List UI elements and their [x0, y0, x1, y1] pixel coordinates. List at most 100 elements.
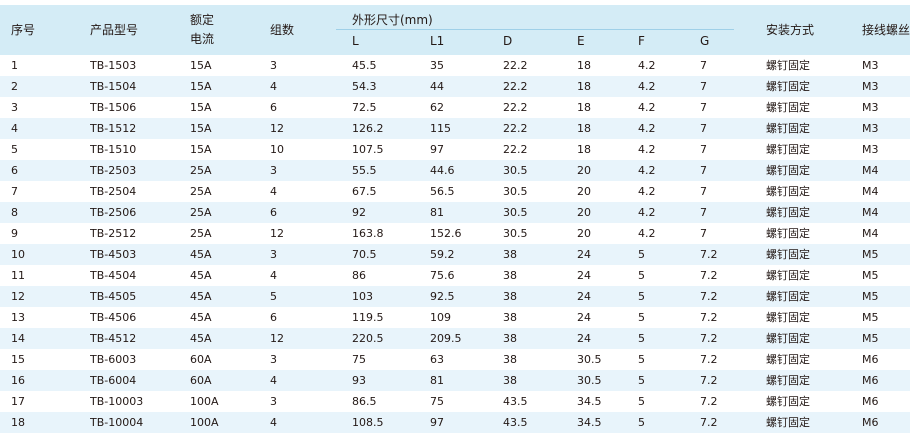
cell-dim-f: 5 — [638, 370, 700, 391]
cell-dim-d: 38 — [503, 311, 517, 324]
cell-dim-l: 163.8 — [352, 227, 384, 240]
cell-dim-f: 5 — [638, 311, 645, 324]
header-rated-line1: 额定 — [190, 13, 215, 27]
cell-dim-l: 54.3 — [352, 76, 430, 97]
cell-model: TB-1504 — [90, 76, 190, 97]
cell-install-method: 螺钉固定 — [766, 395, 810, 408]
cell-install-method: 螺钉固定 — [766, 59, 810, 72]
cell-terminal-screw: M4 — [862, 227, 879, 240]
cell-dim-g: 7.2 — [700, 412, 766, 433]
cell-dim-g: 7.2 — [700, 395, 718, 408]
cell-terminal-screw: M3 — [862, 101, 879, 114]
cell-dim-l: 55.5 — [352, 160, 430, 181]
table-row: 15 TB-6003 60A 3 75 63 38 30.5 5 7.2 螺钉固定 M6 — [0, 349, 910, 370]
cell-dim-e: 30.5 — [577, 370, 638, 391]
cell-seq: 15 — [11, 353, 25, 366]
cell-dim-f: 4.2 — [638, 160, 700, 181]
cell-dim-f: 4.2 — [638, 185, 656, 198]
cell-rated-current: 25A — [190, 202, 270, 223]
cell-model: TB-2512 — [90, 227, 137, 240]
cell-install-method: 螺钉固定 — [766, 328, 862, 349]
table-row: 8 TB-2506 25A 6 92 81 30.5 20 4.2 7 螺钉固定 M4 — [0, 202, 910, 223]
cell-dim-g: 7.2 — [700, 328, 766, 349]
cell-dim-e: 20 — [577, 227, 591, 240]
cell-dim-d: 22.2 — [503, 118, 577, 139]
table-row: 9 TB-2512 25A 12 163.8 152.6 30.5 20 4.2 7 螺钉固定 M4 — [0, 223, 910, 244]
cell-dim-g: 7 — [700, 118, 766, 139]
cell-dim-d: 38 — [503, 370, 577, 391]
cell-groups: 6 — [270, 101, 277, 114]
cell-model: TB-1506 — [90, 101, 137, 114]
cell-install-method: 螺钉固定 — [766, 353, 810, 366]
cell-terminal-screw: M6 — [862, 353, 879, 366]
cell-dim-l1: 109 — [430, 311, 451, 324]
cell-rated-current: 15A — [190, 143, 212, 156]
cell-dim-d: 22.2 — [503, 59, 528, 72]
cell-seq: 11 — [11, 269, 25, 282]
cell-rated-current: 60A — [190, 370, 270, 391]
cell-dim-g: 7.2 — [700, 370, 766, 391]
cell-groups: 3 — [270, 353, 277, 366]
cell-model: TB-4505 — [90, 286, 190, 307]
cell-dim-d: 43.5 — [503, 395, 528, 408]
cell-seq: 13 — [11, 311, 25, 324]
cell-model: TB-1510 — [90, 143, 137, 156]
cell-dim-l: 86 — [352, 269, 366, 282]
cell-model: TB-4506 — [90, 311, 137, 324]
cell-terminal-screw: M5 — [862, 286, 910, 307]
cell-model: TB-1503 — [90, 59, 137, 72]
cell-model: TB-6004 — [90, 370, 190, 391]
table-row: 18 TB-10004 100A 4 108.5 97 43.5 34.5 5 7.2 螺钉固定 M6 — [0, 412, 910, 433]
cell-rated-current: 45A — [190, 244, 270, 265]
cell-dim-f: 4.2 — [638, 227, 656, 240]
table-row: 3 TB-1506 15A 6 72.5 62 22.2 18 4.2 7 螺钉固定 M3 — [0, 97, 910, 118]
cell-groups: 12 — [270, 227, 284, 240]
header-dim-e: E — [577, 34, 585, 48]
cell-dim-d: 30.5 — [503, 185, 528, 198]
cell-rated-current: 25A — [190, 227, 212, 240]
cell-groups: 12 — [270, 118, 352, 139]
header-rated-line2: 电流 — [190, 32, 215, 46]
cell-groups: 12 — [270, 328, 352, 349]
cell-dim-e: 34.5 — [577, 395, 602, 408]
cell-dim-l1: 97 — [430, 143, 444, 156]
spec-table: 1 TB-1503 15A 3 45.5 35 22.2 18 4.2 7 螺钉固定 M3 2 TB-15… — [0, 55, 910, 433]
cell-model: TB-6003 — [90, 353, 137, 366]
cell-dim-l1: 44 — [430, 76, 503, 97]
cell-dim-l1: 97 — [430, 412, 503, 433]
cell-dim-d: 30.5 — [503, 202, 577, 223]
cell-groups: 4 — [270, 370, 352, 391]
cell-dim-e: 24 — [577, 328, 638, 349]
cell-dim-f: 4.2 — [638, 101, 656, 114]
cell-dim-e: 30.5 — [577, 353, 602, 366]
cell-rated-current: 15A — [190, 101, 212, 114]
cell-dim-g: 7 — [700, 143, 707, 156]
header-dims-title: 外形尺寸(mm) — [352, 13, 433, 27]
cell-dim-d: 38 — [503, 244, 577, 265]
cell-dim-g: 7 — [700, 202, 766, 223]
cell-install-method: 螺钉固定 — [766, 143, 810, 156]
table-row: 5 TB-1510 15A 10 107.5 97 22.2 18 4.2 7 螺钉固定 M3 — [0, 139, 910, 160]
cell-dim-d: 38 — [503, 328, 577, 349]
cell-dim-g: 7 — [700, 185, 707, 198]
cell-seq: 3 — [11, 101, 18, 114]
cell-dim-l1: 81 — [430, 370, 503, 391]
cell-dim-g: 7 — [700, 76, 766, 97]
cell-terminal-screw: M5 — [862, 269, 879, 282]
cell-dim-e: 24 — [577, 311, 591, 324]
cell-dim-f: 5 — [638, 286, 700, 307]
header-dim-g: G — [700, 34, 710, 48]
cell-terminal-screw: M5 — [862, 311, 879, 324]
header-model: 产品型号 — [90, 23, 139, 37]
table-row: 16 TB-6004 60A 4 93 81 38 30.5 5 7.2 螺钉固定 M6 — [0, 370, 910, 391]
cell-rated-current: 45A — [190, 269, 212, 282]
cell-dim-l: 92 — [352, 202, 430, 223]
cell-model: TB-10004 — [90, 412, 190, 433]
header-dim-l: L — [352, 34, 359, 48]
cell-terminal-screw: M3 — [862, 118, 910, 139]
cell-seq: 14 — [0, 328, 90, 349]
cell-dim-d: 22.2 — [503, 101, 528, 114]
cell-terminal-screw: M3 — [862, 76, 910, 97]
cell-dim-f: 4.2 — [638, 59, 656, 72]
cell-dim-l1: 63 — [430, 353, 444, 366]
